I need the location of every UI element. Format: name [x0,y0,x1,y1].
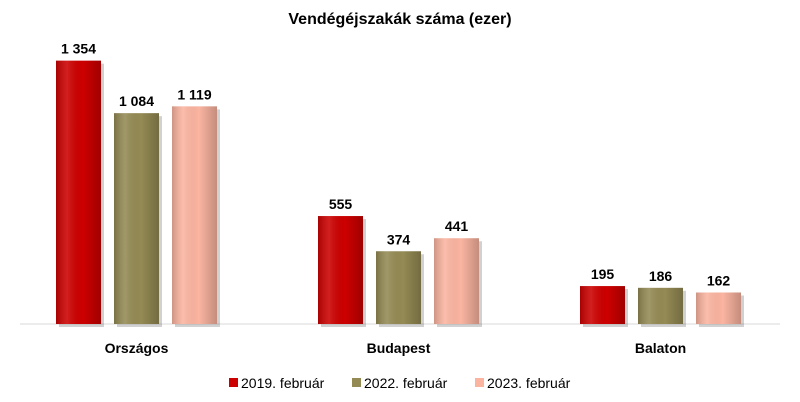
bar-shading [56,60,101,324]
data-label: 162 [707,272,731,288]
bar-shading [114,113,159,324]
legend-label: 2019. február [241,375,325,391]
legend-label: 2022. február [364,375,448,391]
data-label: 186 [649,268,673,284]
value-labels-group: 1 354 1 084 1 119 555 374 441 195 186 162 [61,41,730,289]
data-label: 441 [445,218,469,234]
category-label: Balaton [635,340,686,356]
legend-swatch [352,378,361,387]
category-label: Budapest [367,340,431,356]
legend-swatch [475,378,484,387]
data-label: 195 [591,266,615,282]
legend-swatch [229,378,238,387]
data-label: 374 [387,231,411,247]
data-label: 1 354 [61,41,96,57]
data-label: 1 119 [177,86,211,102]
bar-shading [172,106,217,325]
legend: 2019. február 2022. február 2023. február [229,375,571,391]
bar-shading [376,251,421,324]
bar-shading [696,292,741,324]
category-labels-group: Országos Budapest Balaton [105,340,687,356]
data-label: 1 084 [119,93,154,109]
data-label: 555 [329,196,353,212]
legend-label: 2023. február [487,375,571,391]
bar-shading [638,287,683,324]
chart-title: Vendégéjszakák száma (ezer) [288,11,511,28]
bar-shading [434,238,479,324]
bar-shading [580,286,625,324]
bar-shading [318,216,363,324]
category-label: Országos [105,340,169,356]
bars-group [56,60,744,328]
